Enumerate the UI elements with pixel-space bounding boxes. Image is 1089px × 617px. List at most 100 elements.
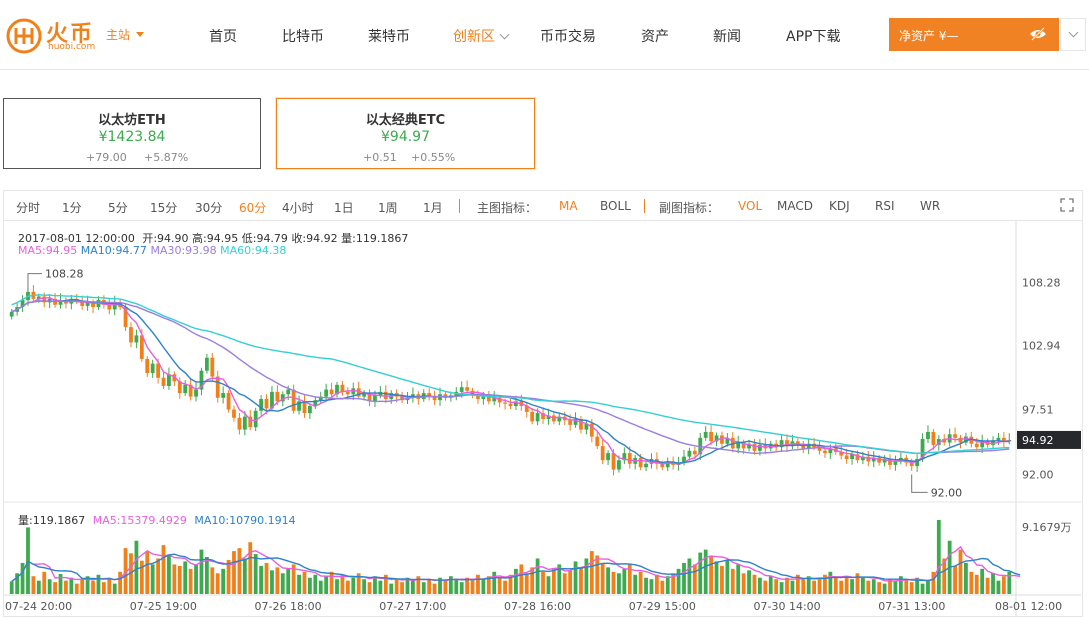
indicator-tab-macd[interactable]: MACD [777,199,813,213]
candle-body [356,388,361,397]
price-tick-label: 108.28 [1022,277,1061,290]
candle-body [324,389,329,397]
ticker-change-pct: +0.55% [411,151,456,164]
chevron-down-icon [499,29,510,40]
indicator-tab-boll[interactable]: BOLL [600,199,631,213]
period-tab-1min[interactable]: 1分 [62,201,82,215]
indicator-tab-ma[interactable]: MA [559,199,578,213]
ma-info-line: MA5:94.95 MA10:94.77 MA30:93.98 MA60:94.… [18,244,286,257]
toolbar-divider [459,199,460,213]
period-tab-timeshare[interactable]: 分时 [16,201,41,215]
candle-body [568,420,573,425]
volume-bar [584,558,589,594]
indicator-tab-vol[interactable]: VOL [738,199,763,213]
period-tab-5min[interactable]: 5分 [108,201,128,215]
time-tick-label: 07-29 15:00 [629,600,696,613]
candle-body [302,401,307,414]
volume-bar [53,582,57,594]
volume-bar [698,552,703,594]
candle-body [80,301,85,306]
candle-body [232,409,236,418]
candle-body [150,363,155,374]
ticker-card-etc[interactable]: 以太经典ETC ¥94.97 +0.51 +0.55% [276,98,535,169]
volume-bar [817,579,822,594]
candle-body [259,398,264,411]
nav-bitcoin[interactable]: 比特币 [282,29,324,45]
ticker-card-eth[interactable]: 以太坊ETH ¥1423.84 +79.00 +5.87% [3,98,261,169]
candle-body [42,296,47,303]
period-tab-1month[interactable]: 1月 [423,201,443,215]
volume-bar [969,571,974,594]
time-tick-label: 07-24 20:00 [5,600,72,613]
volume-bar [514,568,518,594]
candle-body [270,391,274,409]
nav-litecoin[interactable]: 莱特币 [368,29,410,45]
candle-body [611,453,616,470]
volume-bar [747,570,751,594]
huobi-logo[interactable]: 火币 huobi.com [6,16,101,56]
volume-bar [768,576,773,594]
volume-bar [671,573,676,594]
period-tab-30min[interactable]: 30分 [195,201,223,215]
volume-bar [286,568,291,594]
candle-body [595,436,600,447]
ticker-name: 以太坊ETH [98,113,166,128]
candle-body [107,304,112,310]
candle-body [476,394,480,399]
ma30-line [11,300,1010,455]
indicator-tab-wr[interactable]: WR [920,199,941,213]
volume-bar [996,580,1001,594]
candle-body [817,447,822,451]
candle-body [362,393,367,397]
nav-app-download[interactable]: APP下载 [786,29,841,45]
nav-assets[interactable]: 资产 [641,29,669,45]
candle-body [524,406,529,412]
site-switch-dropdown[interactable]: 主站 [106,26,144,43]
asset-dropdown-toggle[interactable] [1060,18,1086,51]
candle-body [785,440,789,447]
volume-bar [752,574,757,594]
indicator-tab-rsi[interactable]: RSI [875,199,895,213]
indicator-tab-kdj[interactable]: KDJ [829,199,850,213]
candle-body [866,456,871,462]
volume-bar [400,582,404,594]
volume-bar [627,564,632,594]
candle-body [199,370,204,390]
candle-body [931,431,936,445]
eye-hidden-icon[interactable] [1029,26,1047,42]
candle-body [58,300,63,305]
ticker-price: ¥1423.84 [98,129,166,145]
volume-bar [958,549,963,594]
candle-body [579,418,583,430]
candle-body [297,401,301,411]
candle-body [129,327,133,343]
nav-coin-trading[interactable]: 币币交易 [540,29,596,45]
volume-bar [703,549,708,594]
period-tab-1day[interactable]: 1日 [334,201,354,215]
period-tab-4hour[interactable]: 4小时 [282,201,314,215]
volume-bar [535,558,540,594]
candle-body [264,398,269,409]
chevron-down-icon [1068,27,1079,38]
fullscreen-icon[interactable] [1060,198,1074,212]
candle-body [400,396,404,401]
net-asset-button[interactable]: 净资产 ¥— [889,18,1059,51]
candle-body [172,374,177,382]
volume-bar [167,555,171,594]
volume-bar [839,580,844,594]
candle-body [492,397,497,402]
volume-bar [974,574,979,594]
info-time: 2017-08-01 12:00:00 [18,232,135,245]
candle-body [861,456,865,461]
period-tab-60min[interactable]: 60分 [239,201,267,215]
period-tab-15min[interactable]: 15分 [150,201,178,215]
volume-bar [568,570,573,594]
volume-bar [42,571,47,594]
nav-home[interactable]: 首页 [209,29,237,45]
candle-body [432,396,437,401]
candle-body [36,296,41,299]
kline-chart[interactable]: 108.28 102.94 97.51 92.00 9.1679万 07-24 20:00… [3,220,1081,617]
nav-news[interactable]: 新闻 [713,29,741,45]
period-tab-1week[interactable]: 1周 [378,201,398,215]
nav-innovation-zone[interactable]: 创新区 [453,26,510,46]
